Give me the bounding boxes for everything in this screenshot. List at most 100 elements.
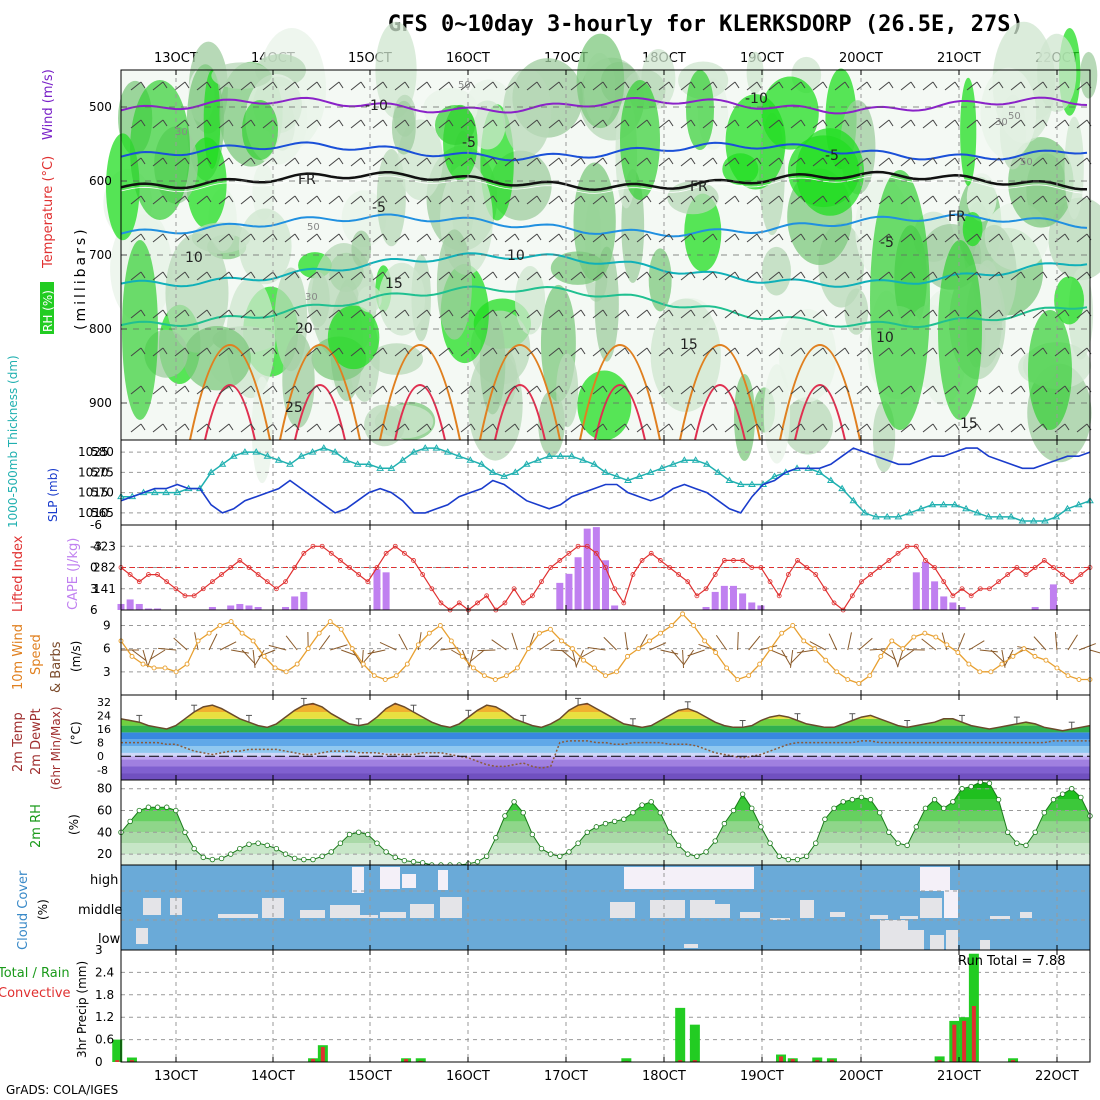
- wind-barb-shaft: [218, 385, 230, 395]
- ylabel-barbs: & Barbs: [49, 641, 64, 693]
- thickness-point: [590, 460, 599, 467]
- wind-barb-shaft: [350, 81, 362, 91]
- wind-barb: [262, 309, 278, 319]
- wind-barb: [702, 271, 718, 281]
- wind-barb-flag: [756, 81, 762, 89]
- rh2m-point: [584, 829, 590, 836]
- wind-speed-point: [1021, 646, 1027, 652]
- wind-barb-flag: [954, 347, 960, 355]
- wind-speed-point: [492, 677, 498, 682]
- wind-barb-shaft: [922, 81, 934, 91]
- wind-barb: [284, 271, 300, 281]
- wind-barb-flag: [470, 119, 476, 127]
- wind-barb: [174, 423, 190, 433]
- thickness-point: [218, 460, 227, 467]
- wind-barb-shaft: [834, 309, 846, 319]
- li-point: [648, 550, 654, 556]
- precip-total-bar: [934, 1056, 945, 1062]
- contour-label: 30: [175, 127, 188, 138]
- wind-barb: [482, 119, 498, 129]
- wind-barb-10m: [921, 638, 937, 651]
- wind-barb-flag: [1042, 81, 1048, 89]
- wind-barb-flag: [294, 271, 300, 279]
- wind-barb-flag: [162, 157, 168, 165]
- wind-barb-shaft: [1032, 233, 1044, 243]
- wind-barb-shaft: [790, 119, 802, 129]
- wind-barb-flag: [976, 81, 982, 89]
- wind-speed-point: [647, 638, 652, 644]
- temp-contour-arch: [679, 344, 761, 441]
- wind-barb: [504, 195, 520, 205]
- wind-barb-shaft: [966, 385, 978, 395]
- li-point: [603, 565, 608, 570]
- wind-barb-flag: [800, 119, 806, 127]
- rh2m-point: [703, 849, 709, 855]
- wind-barb: [240, 385, 256, 395]
- wind-barb-shaft: [702, 119, 714, 129]
- li-point: [822, 586, 828, 592]
- wind-barb-shaft: [944, 385, 956, 395]
- wind-barb: [636, 119, 652, 129]
- wind-barb-10m: [979, 649, 998, 653]
- wind-barb-flag: [602, 385, 608, 393]
- wind-barb: [548, 119, 564, 129]
- wind-barb-flag: [932, 81, 938, 89]
- wind-barb-flag: [206, 195, 212, 203]
- rh-shade-cell: [203, 70, 221, 169]
- wind-barb: [372, 81, 388, 91]
- wind-barb-flag: [470, 309, 476, 317]
- wind-speed-point: [812, 646, 818, 652]
- x-tick-label-top: 20OCT: [839, 51, 883, 66]
- wind-barb-shaft: [262, 233, 274, 243]
- wind-barb: [394, 309, 410, 319]
- wind-barb-flag: [558, 309, 564, 317]
- wind-barb-shaft: [218, 347, 230, 357]
- wind-barb-flag: [250, 195, 256, 203]
- wind-barb-flag: [910, 271, 916, 279]
- rh2m-point: [291, 855, 298, 862]
- rh2m-point: [886, 829, 892, 836]
- wind-barb: [504, 81, 520, 91]
- thickness-point: [421, 444, 430, 451]
- wind-barb-flag: [338, 195, 344, 203]
- temp-contour: [120, 285, 1088, 329]
- wind-barb-flag: [580, 119, 586, 127]
- wind-barb: [768, 385, 784, 395]
- wind-barb: [812, 423, 828, 433]
- cloud-clear-patch: [300, 910, 325, 918]
- thickness-point: [1018, 516, 1027, 524]
- thickness-point: [973, 508, 982, 516]
- cape-bar: [1031, 606, 1039, 610]
- thickness-point: [410, 448, 418, 455]
- wind-barb-shaft: [966, 309, 978, 319]
- wind-barb: [416, 157, 432, 167]
- yaxis-title-millibars: (millibars): [73, 226, 89, 330]
- wind-barb: [834, 423, 850, 433]
- wind-barb-10m: [990, 649, 1005, 663]
- wind-barb-shaft: [262, 347, 274, 357]
- temp-contour: [120, 252, 1088, 288]
- wind-barb-10m: [968, 640, 985, 651]
- wind-barb-flag: [514, 347, 520, 355]
- wind-barb-shaft: [284, 309, 296, 319]
- cape-bar: [921, 561, 929, 610]
- wind-barb-flag: [1064, 195, 1070, 203]
- li-point: [831, 600, 837, 606]
- wind-barb-flag: [756, 309, 762, 317]
- wind-barb-shaft: [130, 233, 142, 243]
- wind-barb: [680, 271, 696, 281]
- wind-barb-flag: [602, 233, 608, 241]
- cape-bar: [154, 608, 162, 610]
- wind-barb-shaft: [680, 347, 692, 357]
- wind-barb-shaft: [988, 423, 1000, 433]
- wind-barb: [372, 423, 388, 433]
- wind-speed-point: [1076, 677, 1082, 682]
- cloud-clear-patch: [740, 912, 760, 918]
- wind-barb: [834, 233, 850, 243]
- wind-barb-shaft: [438, 119, 450, 129]
- wind-barb-shaft: [438, 195, 450, 205]
- wind-barb: [878, 347, 894, 357]
- wind-barb-shaft: [570, 423, 582, 433]
- cape-bar: [1049, 584, 1057, 610]
- wind-barb-flag: [822, 309, 828, 317]
